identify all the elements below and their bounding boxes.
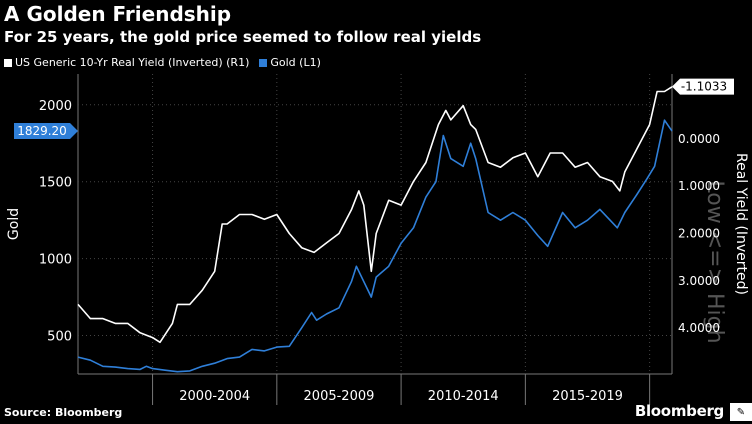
x-tick-label: 2015-2019 <box>552 389 623 404</box>
x-tick-label: 2010-2014 <box>428 389 499 404</box>
chart-subtitle: For 25 years, the gold price seemed to f… <box>4 28 482 46</box>
watermark-label: Low <=> High <box>702 180 727 343</box>
chart-tag-icon[interactable]: ✎ <box>730 403 752 421</box>
right-axis-label: Real Yield (Inverted) <box>733 153 749 295</box>
legend: US Generic 10-Yr Real Yield (Inverted) (… <box>4 56 321 69</box>
bloomberg-logo: Bloomberg <box>634 402 724 420</box>
right-tick-label: 1.0000 <box>678 179 720 193</box>
legend-item-real-yield: US Generic 10-Yr Real Yield (Inverted) (… <box>4 56 249 69</box>
left-axis-label: Gold <box>6 208 22 240</box>
legend-swatch-real-yield <box>4 58 12 67</box>
source-note: Source: Bloomberg <box>4 406 123 419</box>
left-tick-label: 1500 <box>39 176 72 191</box>
real-yield-series-line <box>77 86 673 344</box>
yield-last-value-tag <box>672 78 734 95</box>
gold-series-line <box>77 119 673 373</box>
right-tick-label: 4.0000 <box>678 321 720 335</box>
legend-item-gold: Gold (L1) <box>259 56 321 69</box>
left-tick-label: 2000 <box>39 99 72 114</box>
gold-last-value-label: 1829.20 <box>17 124 67 138</box>
right-tick-label: 3.0000 <box>678 274 720 288</box>
x-tick-label: 2005-2009 <box>304 389 375 404</box>
right-tick-label: 0.0000 <box>678 132 720 146</box>
legend-label-real-yield: US Generic 10-Yr Real Yield (Inverted) (… <box>15 56 250 69</box>
left-tick-label: 500 <box>47 330 72 345</box>
left-tick-label: 1000 <box>39 253 72 268</box>
legend-label-gold: Gold (L1) <box>270 56 321 69</box>
legend-swatch-gold <box>259 58 268 67</box>
right-tick-label: 2.0000 <box>678 226 720 240</box>
gold-last-value-tag <box>14 123 78 140</box>
yield-last-value-label: -1.1033 <box>681 80 727 94</box>
x-tick-label: 2000-2004 <box>179 389 250 404</box>
chart-title: A Golden Friendship <box>4 2 232 26</box>
